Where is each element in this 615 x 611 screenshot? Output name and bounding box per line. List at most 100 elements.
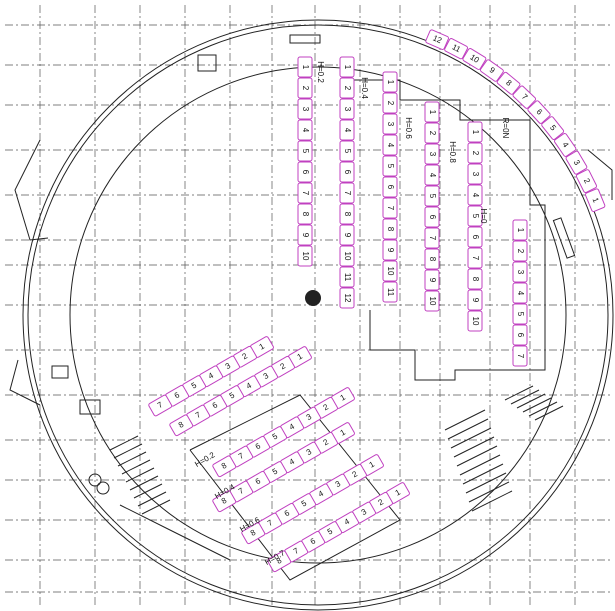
seat-number: 7 <box>237 451 246 461</box>
seat: 1 <box>512 219 528 241</box>
stair-step <box>471 490 513 512</box>
seat: 8 <box>424 248 440 270</box>
seat-box <box>339 287 355 309</box>
stair-step <box>444 409 486 431</box>
seat-number: 7 <box>343 191 352 196</box>
seat-number: 7 <box>237 486 246 496</box>
seat-box <box>512 345 528 367</box>
seat-number: 7 <box>428 236 437 241</box>
seat-box <box>297 224 313 246</box>
seat: 1 <box>584 188 606 212</box>
seat-number: 10 <box>301 252 310 261</box>
stair-step <box>121 459 151 475</box>
seat-number: 6 <box>386 185 395 190</box>
stair-step <box>450 427 492 449</box>
seat-number: 8 <box>343 212 352 217</box>
row-label: H=0.8 <box>448 141 457 163</box>
seat: 8 <box>467 268 483 290</box>
seat-box <box>297 119 313 141</box>
stair-step <box>453 436 495 458</box>
seat-box <box>512 282 528 304</box>
seat: 4 <box>467 184 483 206</box>
seat-number: 8 <box>301 212 310 217</box>
walls <box>9 19 614 611</box>
seat-number: 1 <box>301 65 310 70</box>
seat-box <box>297 245 313 267</box>
seat-box <box>297 98 313 120</box>
seat-box <box>297 161 313 183</box>
seat-number: 9 <box>386 248 395 253</box>
seat-box <box>212 455 237 478</box>
seat-number: 6 <box>173 390 182 400</box>
seat-box <box>297 203 313 225</box>
seat-number: 6 <box>211 400 220 410</box>
stair-step <box>113 443 143 459</box>
seat: 6 <box>339 161 355 183</box>
seat-box <box>297 56 313 78</box>
seat: 10 <box>339 245 355 267</box>
seat-number: 8 <box>220 461 229 471</box>
seat-number: 6 <box>471 235 480 240</box>
seat-number: 8 <box>428 257 437 262</box>
seat: 1 <box>339 56 355 78</box>
seat-box <box>382 281 398 303</box>
seat-number: 4 <box>428 173 437 178</box>
seat: 8 <box>212 455 237 478</box>
seat: 7 <box>297 182 313 204</box>
seat-box <box>339 77 355 99</box>
seat: 7 <box>382 197 398 219</box>
stair-step <box>459 454 501 476</box>
stair-step <box>516 393 546 409</box>
seat-number: 3 <box>516 270 525 275</box>
seat-box <box>584 188 606 212</box>
seat-box <box>339 245 355 267</box>
stair-step <box>456 445 498 467</box>
seat: 11 <box>444 38 469 60</box>
seat: 1 <box>424 101 440 123</box>
seat-number: 5 <box>471 214 480 219</box>
seat-box <box>424 227 440 249</box>
seat: 7 <box>339 182 355 204</box>
seat: 10 <box>462 48 487 70</box>
seat-number: 9 <box>301 233 310 238</box>
seat: 7 <box>512 85 537 109</box>
seat-number: 7 <box>266 518 275 528</box>
seat-number: 2 <box>322 437 331 447</box>
seat: 4 <box>424 164 440 186</box>
seat: 6 <box>512 324 528 346</box>
seat: 1 <box>382 71 398 93</box>
wall-bump <box>14 139 49 241</box>
seat-box <box>467 247 483 269</box>
seat: 4 <box>297 119 313 141</box>
row-label: R=0N <box>501 118 510 139</box>
seat: 3 <box>339 98 355 120</box>
seat-box <box>339 182 355 204</box>
seat-box <box>512 261 528 283</box>
row-label: H=0.6 <box>404 117 413 139</box>
seat-number: 1 <box>394 487 403 497</box>
stair-step <box>447 418 489 440</box>
seat-box <box>467 184 483 206</box>
seat-number: 3 <box>224 361 233 371</box>
seat-number: 8 <box>249 528 258 538</box>
seat-number: 6 <box>534 107 544 117</box>
seat: 1 <box>297 56 313 78</box>
seat-box <box>424 185 440 207</box>
seat: 6 <box>382 176 398 198</box>
seat-number: 1 <box>296 351 305 361</box>
seat-number: 4 <box>288 422 297 432</box>
icon <box>51 365 69 379</box>
seat-box <box>424 206 440 228</box>
seat: 3 <box>297 98 313 120</box>
seat-number: 2 <box>386 101 395 106</box>
seat-box <box>339 119 355 141</box>
seat-number: 2 <box>516 249 525 254</box>
seat-box <box>467 310 483 332</box>
seat-number: 1 <box>368 459 377 469</box>
seat: 4 <box>382 134 398 156</box>
outer-wall <box>22 19 614 611</box>
column <box>305 290 321 306</box>
seat-box <box>554 133 577 157</box>
seat-number: 5 <box>516 312 525 317</box>
seat: 5 <box>512 303 528 325</box>
